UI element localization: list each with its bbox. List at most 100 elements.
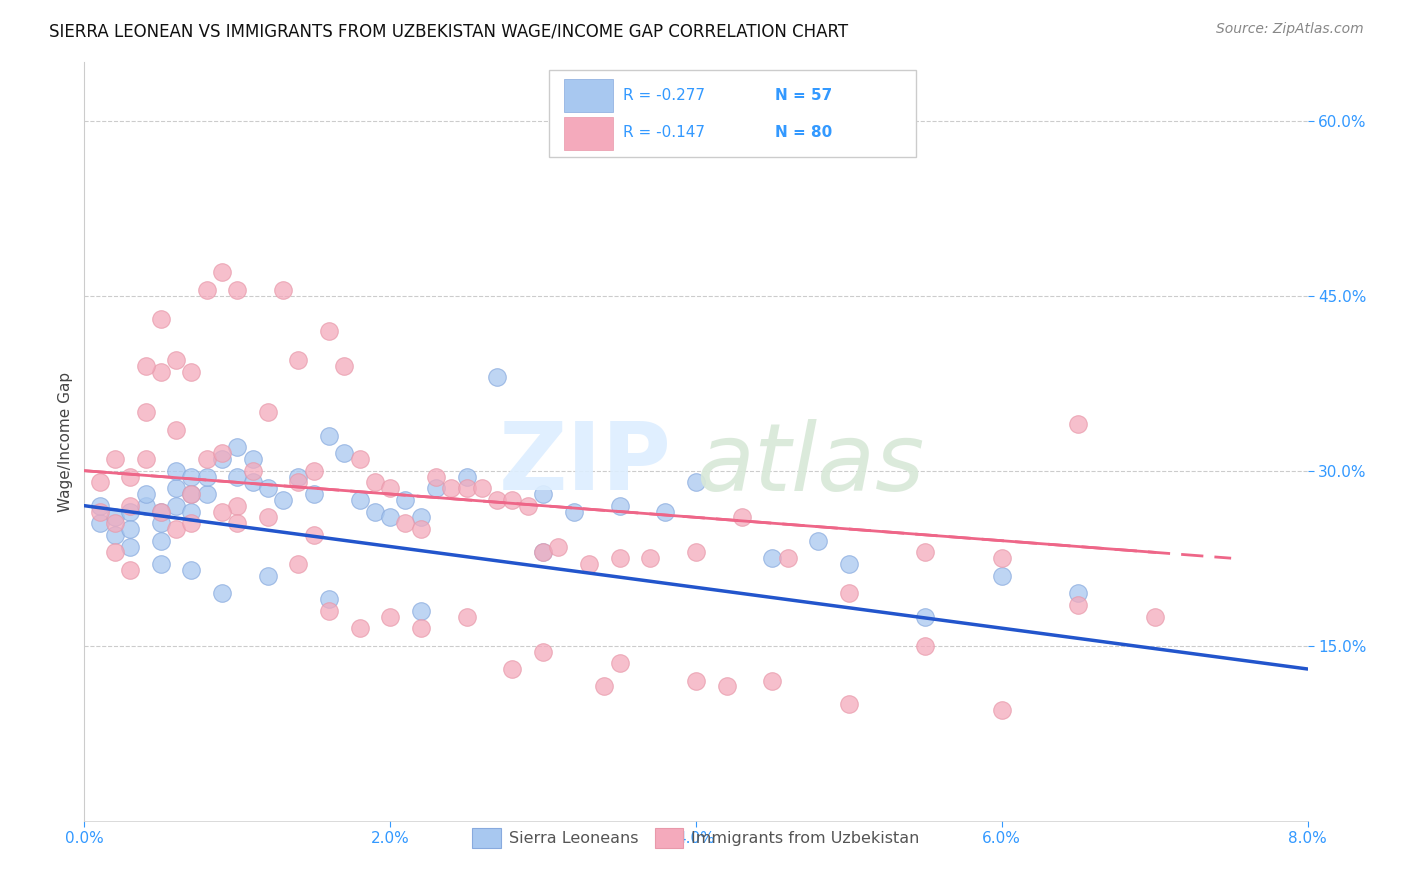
- Point: [271, 492, 294, 507]
- Point: [914, 545, 936, 559]
- Point: [394, 492, 416, 507]
- Point: [531, 545, 554, 559]
- Point: [165, 352, 187, 367]
- Text: SIERRA LEONEAN VS IMMIGRANTS FROM UZBEKISTAN WAGE/INCOME GAP CORRELATION CHART: SIERRA LEONEAN VS IMMIGRANTS FROM UZBEKI…: [49, 22, 848, 40]
- Point: [394, 516, 416, 531]
- Point: [364, 475, 387, 490]
- Point: [531, 545, 554, 559]
- Point: [318, 592, 340, 607]
- Point: [380, 510, 402, 524]
- Point: [271, 283, 294, 297]
- Point: [226, 516, 249, 531]
- Point: [257, 405, 280, 419]
- Point: [165, 423, 187, 437]
- Point: [165, 481, 187, 495]
- Point: [287, 557, 309, 571]
- Point: [914, 609, 936, 624]
- Point: [120, 469, 142, 483]
- Point: [242, 464, 264, 478]
- Point: [135, 487, 157, 501]
- Point: [257, 481, 280, 495]
- Point: [502, 492, 524, 507]
- Point: [318, 604, 340, 618]
- Point: [104, 516, 127, 531]
- Point: [104, 452, 127, 467]
- Point: [593, 680, 616, 694]
- Point: [685, 673, 707, 688]
- Point: [211, 452, 233, 467]
- Point: [180, 516, 202, 531]
- Point: [456, 481, 478, 495]
- Point: [180, 504, 202, 518]
- Point: [226, 441, 249, 455]
- FancyBboxPatch shape: [550, 70, 917, 157]
- Point: [776, 551, 799, 566]
- Point: [149, 504, 172, 518]
- Legend: Sierra Leoneans, Immigrants from Uzbekistan: Sierra Leoneans, Immigrants from Uzbekis…: [465, 822, 927, 855]
- Point: [838, 586, 860, 600]
- Point: [578, 557, 600, 571]
- Point: [440, 481, 463, 495]
- Point: [287, 352, 309, 367]
- Point: [807, 533, 830, 548]
- Y-axis label: Wage/Income Gap: Wage/Income Gap: [58, 371, 73, 512]
- Point: [716, 680, 738, 694]
- Point: [104, 545, 127, 559]
- Text: atlas: atlas: [696, 418, 924, 510]
- Point: [349, 492, 371, 507]
- Point: [562, 504, 585, 518]
- Point: [135, 452, 157, 467]
- Point: [135, 405, 157, 419]
- Point: [120, 522, 142, 536]
- Point: [242, 452, 264, 467]
- Point: [638, 551, 661, 566]
- Point: [318, 428, 340, 442]
- Point: [242, 475, 264, 490]
- Point: [226, 283, 249, 297]
- Point: [380, 609, 402, 624]
- Point: [226, 469, 249, 483]
- Point: [149, 365, 172, 379]
- Point: [165, 499, 187, 513]
- Point: [180, 365, 202, 379]
- Point: [226, 499, 249, 513]
- Point: [195, 469, 218, 483]
- Point: [211, 446, 233, 460]
- Point: [838, 557, 860, 571]
- Point: [89, 516, 111, 531]
- Point: [333, 359, 356, 373]
- Point: [349, 452, 371, 467]
- Point: [609, 499, 631, 513]
- Point: [195, 452, 218, 467]
- Text: ZIP: ZIP: [499, 418, 672, 510]
- Point: [149, 533, 172, 548]
- Point: [287, 475, 309, 490]
- Point: [149, 312, 172, 326]
- Point: [685, 545, 707, 559]
- Point: [149, 504, 172, 518]
- Point: [761, 673, 783, 688]
- Point: [120, 504, 142, 518]
- Point: [731, 510, 754, 524]
- FancyBboxPatch shape: [564, 117, 613, 150]
- Point: [302, 528, 325, 542]
- Point: [165, 522, 187, 536]
- Point: [991, 703, 1014, 717]
- Point: [120, 563, 142, 577]
- Point: [991, 568, 1014, 582]
- Point: [1067, 417, 1090, 431]
- Point: [195, 283, 218, 297]
- Point: [409, 621, 432, 635]
- Point: [257, 568, 280, 582]
- Point: [1067, 586, 1090, 600]
- Point: [516, 499, 538, 513]
- Text: Source: ZipAtlas.com: Source: ZipAtlas.com: [1216, 22, 1364, 37]
- Point: [195, 487, 218, 501]
- Point: [991, 551, 1014, 566]
- Point: [364, 504, 387, 518]
- Point: [486, 370, 509, 384]
- Text: R = -0.147: R = -0.147: [623, 126, 704, 140]
- Point: [89, 475, 111, 490]
- Point: [120, 499, 142, 513]
- Point: [89, 499, 111, 513]
